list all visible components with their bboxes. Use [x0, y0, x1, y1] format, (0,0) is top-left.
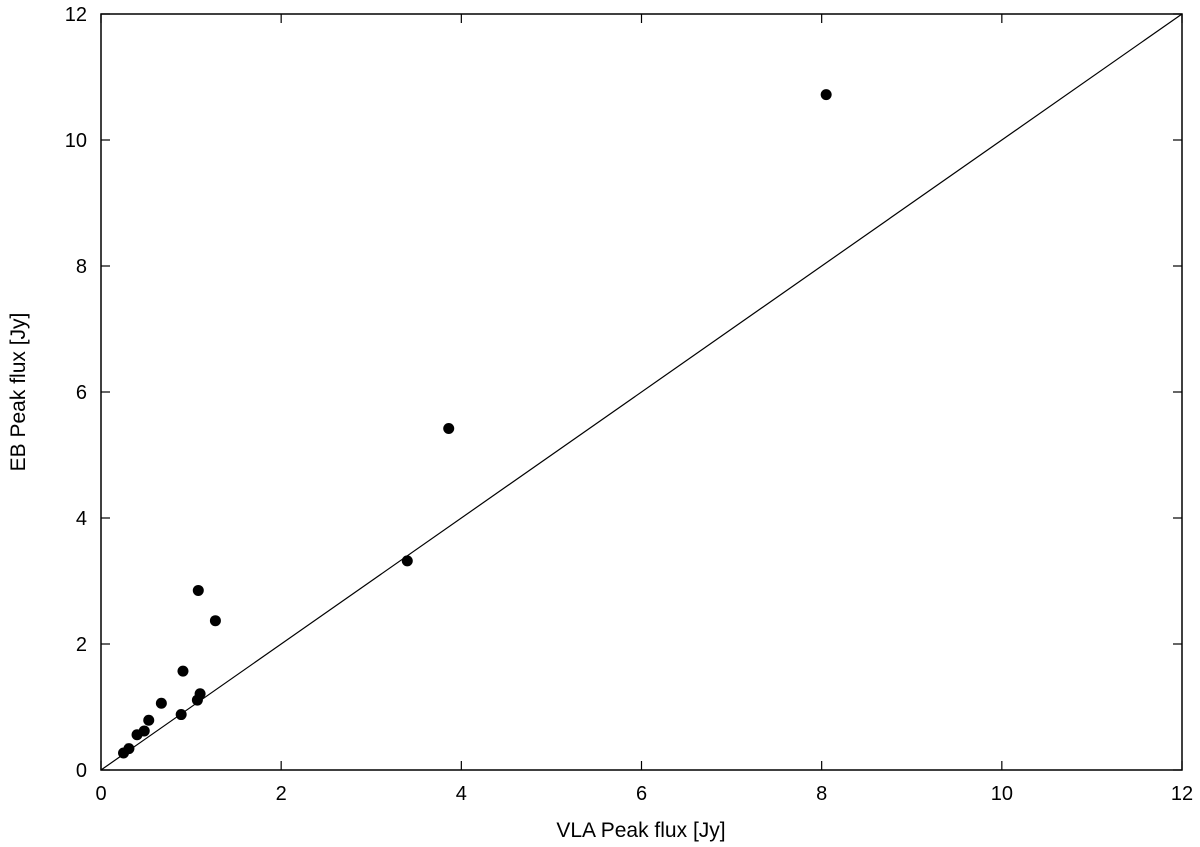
- axis-ticks: 0 2 4 6 8 10 12 0 2 4 6 8 10 12: [65, 4, 1193, 805]
- data-point: [820, 89, 832, 101]
- x-tick-label: 8: [816, 783, 827, 805]
- x-tick-label: 0: [95, 783, 106, 805]
- y-tick-label: 12: [65, 4, 87, 26]
- y-tick-label: 6: [76, 382, 87, 404]
- data-point: [155, 697, 167, 709]
- data-point: [177, 665, 189, 677]
- data-point: [443, 423, 455, 435]
- data-point: [401, 555, 413, 567]
- y-tick-label: 0: [76, 760, 87, 782]
- reference-line: [100, 13, 1183, 771]
- x-tick-label: 12: [1171, 783, 1193, 805]
- data-point: [192, 584, 204, 596]
- y-tick-label: 2: [76, 634, 87, 656]
- x-tick-label: 4: [456, 783, 467, 805]
- data-point: [209, 615, 221, 627]
- x-tick-label: 10: [991, 783, 1013, 805]
- y-tick-label: 10: [65, 130, 87, 152]
- data-point: [175, 709, 187, 721]
- y-tick-label: 4: [76, 508, 87, 530]
- data-point: [143, 714, 155, 726]
- data-point: [138, 725, 150, 737]
- x-axis-title: VLA Peak flux [Jy]: [556, 819, 725, 842]
- data-point: [123, 743, 135, 755]
- x-tick-label: 6: [636, 783, 647, 805]
- y-tick-label: 8: [76, 256, 87, 278]
- data-point: [194, 688, 206, 700]
- x-tick-label: 2: [276, 783, 287, 805]
- plot-content: [100, 13, 1183, 771]
- y-axis-title: EB Peak flux [Jy]: [7, 313, 30, 472]
